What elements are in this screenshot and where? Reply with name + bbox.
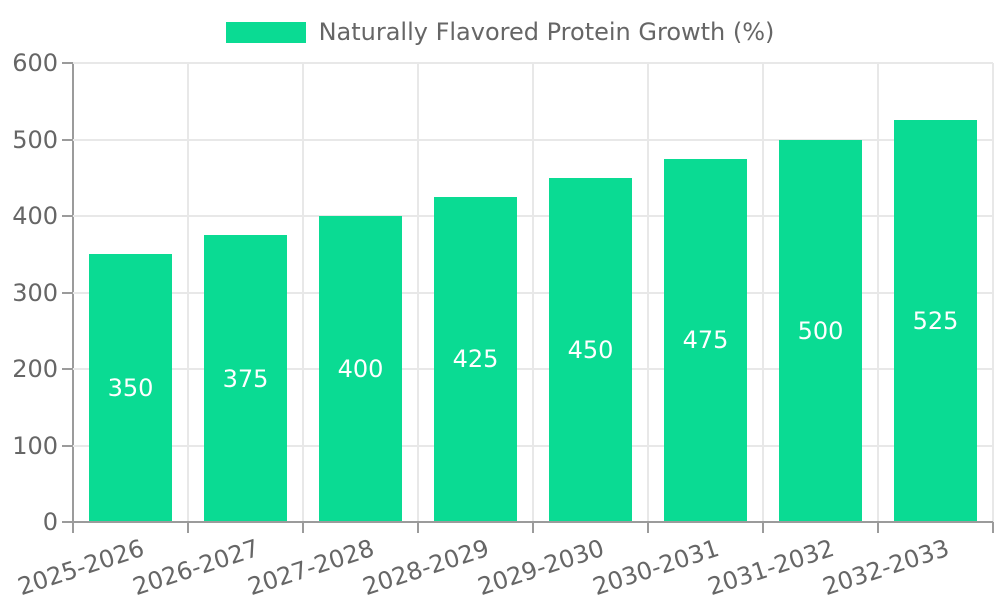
x-tick-label: 2030-2031 — [589, 534, 723, 601]
legend-label: Naturally Flavored Protein Growth (%) — [318, 18, 775, 46]
y-axis-tick — [62, 368, 73, 370]
y-tick-label: 500 — [12, 125, 58, 154]
bar[interactable] — [89, 254, 172, 522]
bar[interactable] — [319, 216, 402, 522]
x-axis-tick — [187, 522, 189, 533]
x-axis-line — [73, 521, 993, 523]
bar[interactable] — [204, 235, 287, 522]
x-tick-label: 2026-2027 — [129, 534, 263, 601]
x-axis-tick — [72, 522, 74, 533]
x-tick-label: 2025-2026 — [14, 534, 148, 601]
bar-value-label: 475 — [682, 326, 729, 355]
bar-value-label: 400 — [337, 355, 384, 383]
y-axis-tick — [62, 138, 73, 141]
legend-item[interactable]: Naturally Flavored Protein Growth (%) — [225, 18, 775, 46]
x-tick-label: 2027-2028 — [244, 534, 378, 601]
bar-value-label: 525 — [912, 307, 959, 336]
horizontal-gridline — [73, 368, 993, 370]
bar-value-label: 375 — [222, 364, 269, 393]
x-axis-tick — [302, 522, 304, 533]
horizontal-gridline — [73, 291, 993, 294]
vertical-gridline — [992, 63, 994, 522]
bar-value-label: 425 — [452, 345, 499, 374]
y-tick-label: 600 — [12, 49, 58, 77]
horizontal-gridline — [73, 215, 993, 217]
horizontal-gridline — [73, 62, 993, 64]
y-tick-label: 0 — [42, 508, 58, 536]
bar[interactable] — [779, 139, 862, 522]
x-axis-tick — [877, 522, 879, 533]
y-axis-tick — [62, 62, 73, 64]
y-tick-label: 200 — [12, 355, 58, 383]
x-axis-tick — [532, 522, 534, 533]
x-tick-label: 2029-2030 — [474, 534, 608, 601]
x-tick-label: 2028-2029 — [359, 534, 493, 601]
y-axis-tick — [62, 291, 73, 294]
legend: Naturally Flavored Protein Growth (%) — [0, 18, 1000, 46]
x-tick-label: 2032-2033 — [819, 534, 953, 601]
bar[interactable] — [549, 177, 632, 522]
bar-value-label: 450 — [567, 335, 614, 364]
y-tick-label: 400 — [12, 202, 58, 230]
bar[interactable] — [894, 120, 977, 522]
y-axis-tick — [62, 215, 73, 217]
legend-swatch — [225, 21, 306, 43]
horizontal-gridline — [73, 138, 993, 141]
bar[interactable] — [434, 196, 517, 522]
y-tick-label: 300 — [12, 278, 58, 307]
x-axis-tick — [417, 522, 419, 533]
horizontal-gridline — [73, 444, 993, 447]
x-axis-tick — [992, 522, 994, 533]
x-axis-tick — [647, 522, 649, 533]
y-axis-tick — [62, 444, 73, 447]
bar-value-label: 350 — [107, 374, 154, 403]
x-tick-label: 2031-2032 — [704, 534, 838, 601]
bar[interactable] — [664, 158, 747, 522]
bar-value-label: 500 — [797, 316, 844, 345]
y-axis-tick — [62, 521, 73, 523]
x-axis-tick — [762, 522, 764, 533]
y-tick-label: 100 — [12, 431, 58, 460]
